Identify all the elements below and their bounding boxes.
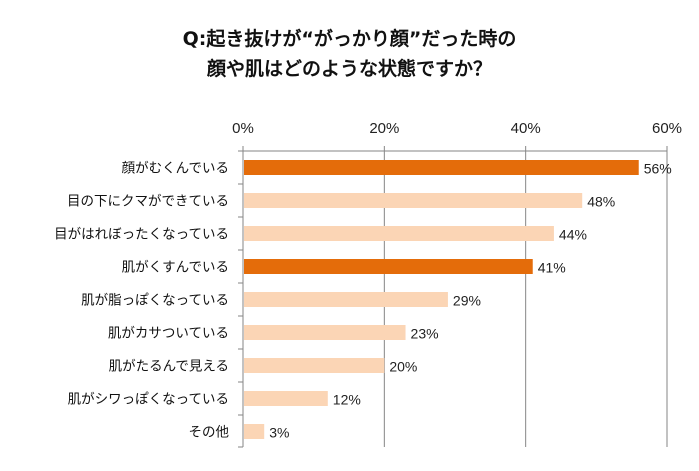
data-label: 41% bbox=[538, 260, 566, 276]
category-label: 肌がカサついている bbox=[108, 326, 229, 342]
category-label: その他 bbox=[189, 425, 230, 441]
chart-title: Q:起き抜けが“がっかり顔”だった時の 顔や肌はどのような状態ですか？ bbox=[0, 24, 699, 84]
bar bbox=[244, 259, 533, 274]
category-label: 肌がたるんで見える bbox=[109, 359, 229, 375]
data-label: 12% bbox=[333, 392, 361, 408]
bar bbox=[244, 160, 639, 175]
bar bbox=[244, 226, 554, 241]
data-label: 29% bbox=[453, 293, 481, 309]
x-tick-label: 0% bbox=[232, 120, 254, 137]
data-label: 3% bbox=[269, 425, 289, 441]
bar bbox=[244, 391, 328, 406]
data-label: 48% bbox=[587, 194, 615, 210]
data-label: 20% bbox=[389, 359, 417, 375]
data-label: 56% bbox=[644, 161, 672, 177]
bar bbox=[244, 424, 265, 439]
x-tick-label: 40% bbox=[511, 120, 541, 137]
category-label: 目の下にクマができている bbox=[67, 194, 229, 210]
bar bbox=[244, 193, 583, 208]
category-label: 肌がシワっぽくなっている bbox=[68, 392, 229, 408]
bar bbox=[244, 325, 406, 340]
category-label: 目がはれぼったくなっている bbox=[54, 227, 229, 243]
data-label: 23% bbox=[411, 326, 439, 342]
bar bbox=[244, 358, 385, 373]
category-label: 肌が脂っぽくなっている bbox=[81, 293, 229, 309]
bar bbox=[244, 292, 448, 307]
data-label: 44% bbox=[559, 227, 587, 243]
title-line-1: Q:起き抜けが“がっかり顔”だった時の bbox=[182, 28, 517, 50]
category-label: 肌がくすんでいる bbox=[122, 260, 229, 276]
category-label: 顔がむくんでいる bbox=[122, 161, 229, 177]
title-line-2: 顔や肌はどのような状態ですか？ bbox=[206, 58, 492, 80]
x-tick-label: 20% bbox=[369, 120, 399, 137]
x-tick-label: 60% bbox=[652, 120, 682, 137]
